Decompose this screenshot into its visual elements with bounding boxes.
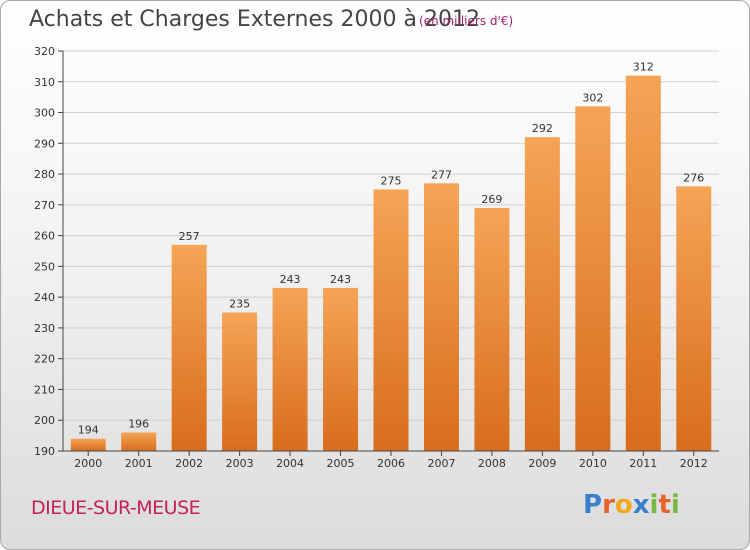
x-tick-label: 2006 [377, 457, 405, 470]
x-tick-label: 2012 [680, 457, 708, 470]
y-tick-label: 310 [34, 76, 55, 89]
bar-2010 [575, 106, 611, 451]
bar-2012 [676, 186, 712, 451]
data-label-2010: 302 [582, 91, 603, 104]
x-tick-label: 2009 [528, 457, 556, 470]
y-tick-label: 230 [34, 322, 55, 335]
logo-letter: P [583, 490, 603, 520]
y-tick-label: 260 [34, 230, 55, 243]
y-tick-label: 300 [34, 107, 55, 120]
y-tick-label: 240 [34, 291, 55, 304]
x-tick-label: 2003 [226, 457, 254, 470]
city-name: DIEUE-SUR-MEUSE [31, 497, 201, 519]
data-label-2011: 312 [633, 61, 654, 74]
proxiti-logo[interactable]: Proxiti [583, 490, 680, 520]
bar-2001 [121, 432, 157, 451]
logo-letter: x [632, 490, 650, 520]
bar-2003 [222, 312, 258, 451]
data-label-2009: 292 [532, 122, 553, 135]
bar-2009 [524, 137, 560, 451]
bar-2002 [171, 244, 207, 451]
x-tick-label: 2004 [276, 457, 304, 470]
x-tick-label: 2001 [125, 457, 153, 470]
bar-2011 [625, 75, 661, 451]
data-label-2000: 194 [78, 424, 99, 437]
y-tick-label: 270 [34, 199, 55, 212]
bar-2005 [323, 287, 359, 451]
data-label-2006: 275 [381, 174, 402, 187]
y-tick-label: 250 [34, 260, 55, 273]
bars [70, 75, 712, 452]
data-label-2001: 196 [128, 418, 149, 431]
data-label-2008: 269 [481, 193, 502, 206]
data-label-2007: 277 [431, 168, 452, 181]
labels: 190 200 210 220 230 240 250 260 270 280 290 300 310 3… [34, 45, 708, 470]
logo-letter: i [670, 490, 680, 520]
chart-subtitle: (en milliers d'€) [419, 14, 514, 28]
logo-letter: t [658, 490, 671, 520]
y-tick-label: 210 [34, 383, 55, 396]
data-label-2005: 243 [330, 273, 351, 286]
y-tick-label: 320 [34, 45, 55, 58]
bar-2004 [272, 287, 308, 451]
bar-2007 [423, 183, 459, 452]
data-label-2002: 257 [179, 230, 200, 243]
bar-2000 [70, 438, 106, 451]
data-label-2004: 243 [280, 273, 301, 286]
y-tick-label: 290 [34, 137, 55, 150]
y-tick-label: 190 [34, 445, 55, 458]
x-tick-label: 2010 [579, 457, 607, 470]
x-tick-label: 2008 [478, 457, 506, 470]
data-label-2003: 235 [229, 298, 250, 311]
logo-letter: i [649, 490, 659, 520]
y-tick-label: 200 [34, 414, 55, 427]
x-tick-label: 2005 [327, 457, 355, 470]
bar-2006 [373, 189, 409, 451]
logo-letter: r [602, 490, 615, 520]
data-label-2012: 276 [683, 171, 704, 184]
x-tick-label: 2000 [74, 457, 102, 470]
x-tick-label: 2002 [175, 457, 203, 470]
bar-2008 [474, 207, 510, 451]
x-tick-label: 2007 [427, 457, 455, 470]
logo-letter: o [614, 490, 633, 520]
y-tick-label: 220 [34, 353, 55, 366]
chart-title: Achats et Charges Externes 2000 à 2012 [29, 7, 480, 32]
x-tick-label: 2011 [629, 457, 657, 470]
axes [58, 50, 719, 456]
y-tick-label: 280 [34, 168, 55, 181]
